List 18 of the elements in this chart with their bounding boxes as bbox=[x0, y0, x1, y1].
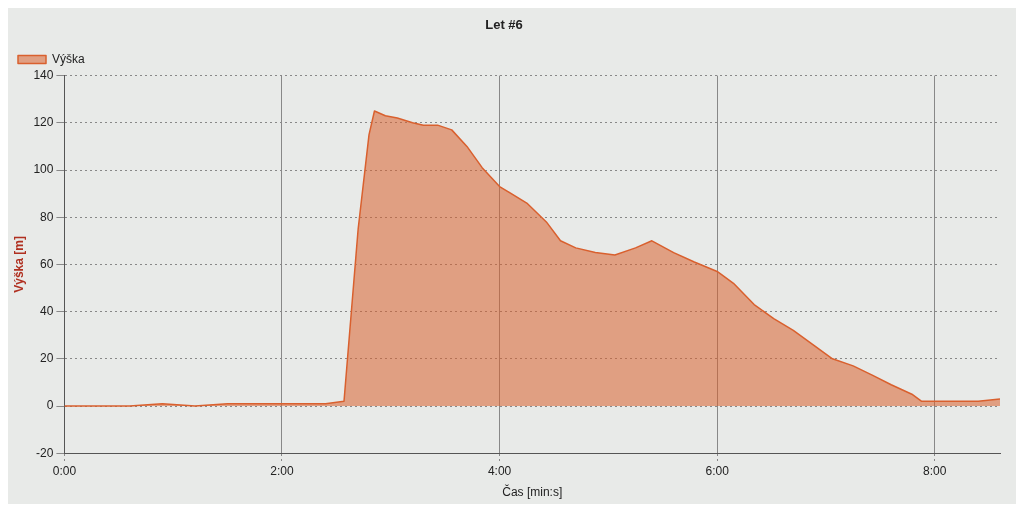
y-tick-label: 120 bbox=[33, 115, 54, 130]
chart-title: Let #6 bbox=[485, 17, 523, 33]
y-tick-label: 60 bbox=[40, 256, 54, 271]
y-tick-label: 0 bbox=[46, 398, 54, 413]
y-tick-label: -20 bbox=[36, 445, 54, 460]
x-tick-label: 0:00 bbox=[52, 463, 77, 478]
x-axis-title: Čas [min:s] bbox=[502, 484, 563, 500]
x-tick-label: 8:00 bbox=[923, 463, 947, 478]
y-tick-label: 100 bbox=[33, 162, 54, 177]
x-tick-label: 6:00 bbox=[705, 463, 730, 478]
y-tick-label: 140 bbox=[33, 67, 54, 82]
x-tick-label: 2:00 bbox=[270, 463, 294, 478]
x-tick-label: 4:00 bbox=[487, 463, 512, 478]
y-tick-label: 20 bbox=[40, 351, 54, 366]
y-tick-label: 40 bbox=[40, 303, 54, 318]
legend-label: Výška bbox=[52, 51, 85, 66]
y-tick-label: 80 bbox=[40, 209, 54, 224]
y-axis-title: Výška [m] bbox=[11, 236, 26, 293]
